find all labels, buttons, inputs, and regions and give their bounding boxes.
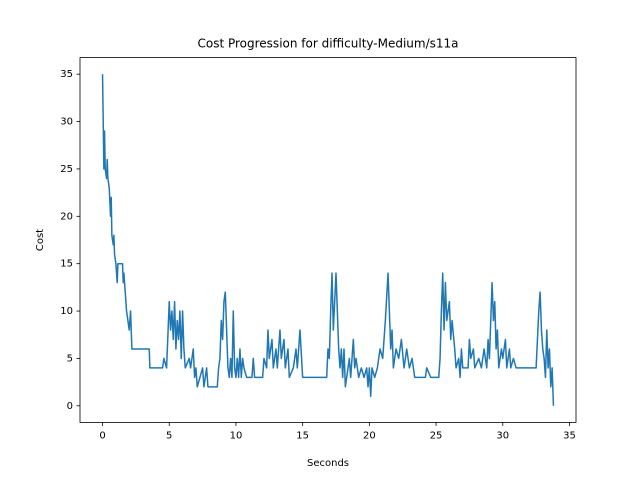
x-tick-label: 10 [230,430,243,441]
y-tick-label: 30 [60,117,73,128]
chart-title: Cost Progression for difficulty-Medium/s… [197,37,458,51]
x-tick-label: 5 [166,430,172,441]
x-tick-label: 35 [563,430,576,441]
y-tick-label: 10 [60,306,73,317]
y-tick-label: 15 [60,259,73,270]
y-tick-label: 20 [60,211,73,222]
y-tick-label: 25 [60,164,73,175]
y-tick-label: 5 [67,353,73,364]
x-tick-label: 25 [430,430,443,441]
y-tick-label: 35 [60,69,73,80]
line [101,74,555,406]
x-tick-label: 30 [496,430,509,441]
y-tick-label: 0 [67,401,73,412]
y-axis-label: Cost [35,229,46,251]
x-tick-label: 20 [363,430,376,441]
x-tick-label: 0 [99,430,105,441]
axes-frame [79,57,577,423]
x-axis-label: Seconds [307,458,349,469]
x-tick-label: 15 [296,430,309,441]
